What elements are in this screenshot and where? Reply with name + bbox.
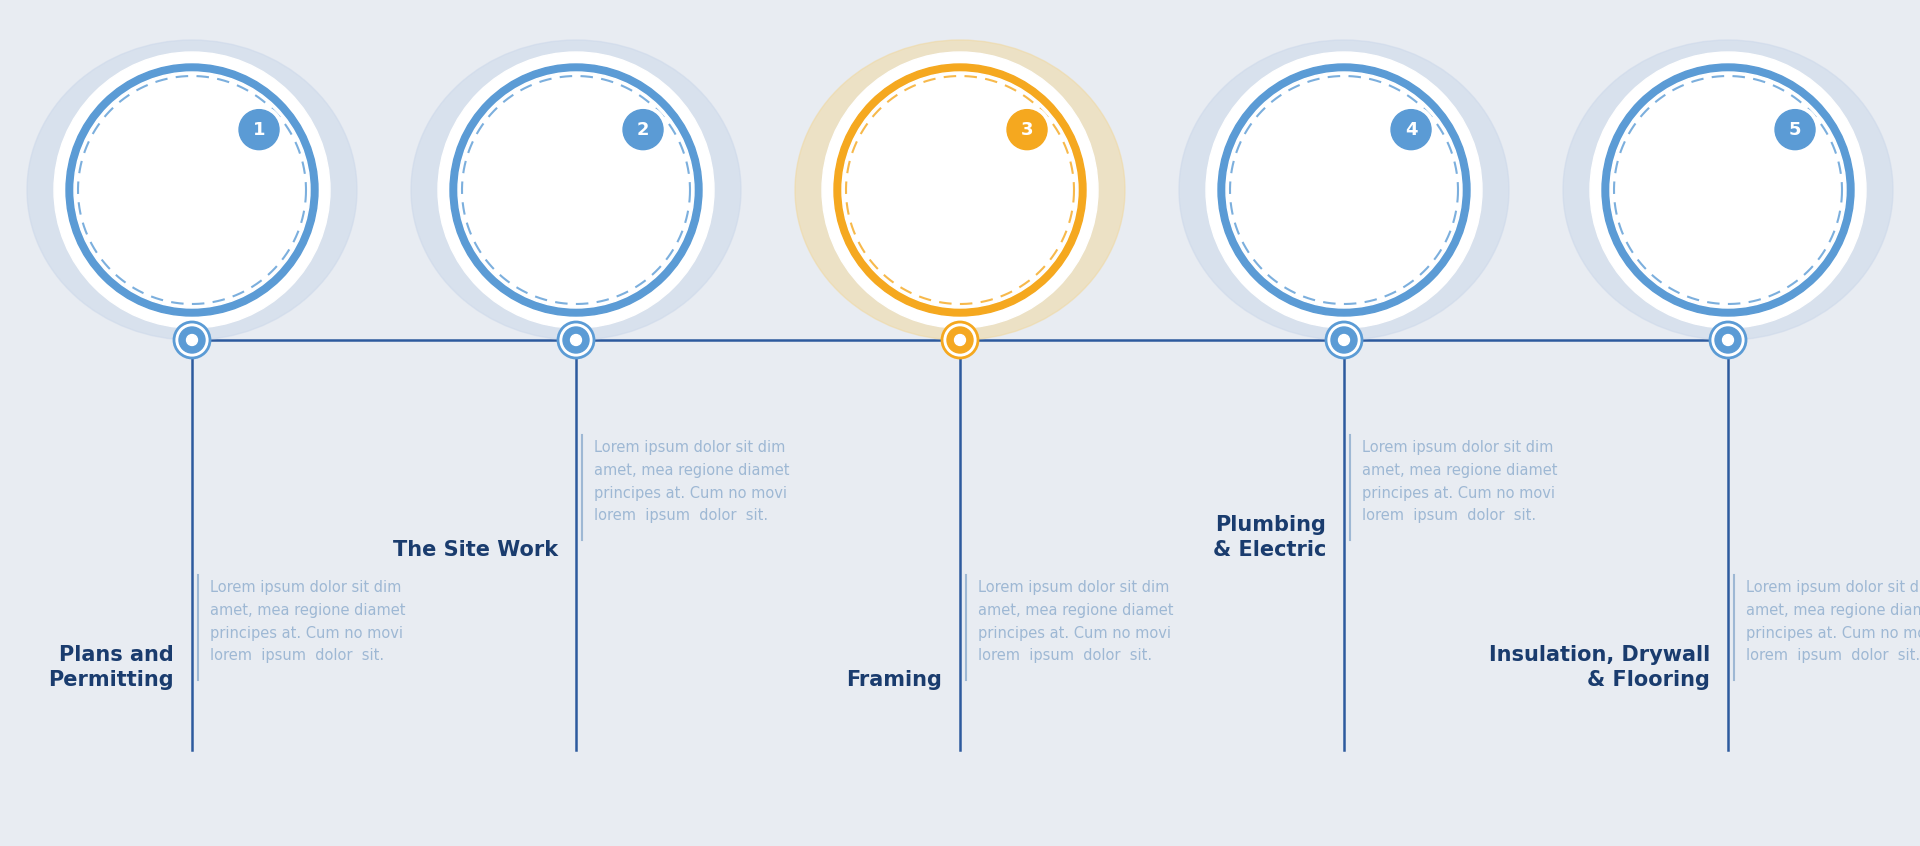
Circle shape — [1338, 334, 1350, 345]
Circle shape — [954, 334, 966, 345]
Circle shape — [54, 52, 330, 328]
Circle shape — [947, 327, 973, 353]
Circle shape — [238, 110, 278, 150]
Circle shape — [1390, 110, 1430, 150]
Circle shape — [570, 334, 582, 345]
Text: Plans and
Permitting: Plans and Permitting — [48, 645, 175, 690]
Text: Lorem ipsum dolor sit dim
amet, mea regione diamet
principes at. Cum no movi
lor: Lorem ipsum dolor sit dim amet, mea regi… — [1745, 580, 1920, 663]
Circle shape — [1386, 106, 1434, 154]
Circle shape — [1206, 52, 1482, 328]
Circle shape — [65, 64, 319, 316]
Text: 4: 4 — [1405, 121, 1417, 139]
Circle shape — [563, 327, 589, 353]
Text: Lorem ipsum dolor sit dim
amet, mea regione diamet
principes at. Cum no movi
lor: Lorem ipsum dolor sit dim amet, mea regi… — [593, 440, 789, 524]
Circle shape — [1611, 72, 1845, 308]
Text: 5: 5 — [1789, 121, 1801, 139]
Circle shape — [459, 72, 693, 308]
Circle shape — [1590, 52, 1866, 328]
Circle shape — [622, 110, 662, 150]
Circle shape — [1619, 80, 1837, 300]
Circle shape — [1711, 322, 1745, 358]
Circle shape — [83, 80, 301, 300]
Circle shape — [1217, 64, 1471, 316]
Text: Plumbing
& Electric: Plumbing & Electric — [1213, 515, 1327, 560]
Circle shape — [1002, 106, 1050, 154]
Circle shape — [1715, 327, 1741, 353]
Circle shape — [175, 322, 209, 358]
Circle shape — [186, 334, 198, 345]
Circle shape — [833, 64, 1087, 316]
Circle shape — [1327, 322, 1361, 358]
Text: 3: 3 — [1021, 121, 1033, 139]
Ellipse shape — [795, 40, 1125, 340]
Text: Lorem ipsum dolor sit dim
amet, mea regione diamet
principes at. Cum no movi
lor: Lorem ipsum dolor sit dim amet, mea regi… — [977, 580, 1173, 663]
Circle shape — [1331, 327, 1357, 353]
Circle shape — [1227, 72, 1461, 308]
Circle shape — [1770, 106, 1818, 154]
Circle shape — [943, 322, 977, 358]
Text: The Site Work: The Site Work — [394, 540, 559, 560]
Text: Lorem ipsum dolor sit dim
amet, mea regione diamet
principes at. Cum no movi
lor: Lorem ipsum dolor sit dim amet, mea regi… — [1361, 440, 1557, 524]
Ellipse shape — [27, 40, 357, 340]
Circle shape — [822, 52, 1098, 328]
Circle shape — [851, 80, 1069, 300]
Circle shape — [1722, 334, 1734, 345]
Circle shape — [1006, 110, 1046, 150]
Circle shape — [618, 106, 666, 154]
Circle shape — [179, 327, 205, 353]
Text: Framing: Framing — [847, 670, 943, 690]
Circle shape — [75, 72, 309, 308]
Circle shape — [1601, 64, 1855, 316]
Circle shape — [449, 64, 703, 316]
Ellipse shape — [1563, 40, 1893, 340]
Circle shape — [1235, 80, 1453, 300]
Circle shape — [438, 52, 714, 328]
Text: Insulation, Drywall
& Flooring: Insulation, Drywall & Flooring — [1488, 645, 1711, 690]
Ellipse shape — [411, 40, 741, 340]
Circle shape — [1774, 110, 1814, 150]
Text: 1: 1 — [253, 121, 265, 139]
Circle shape — [559, 322, 593, 358]
Circle shape — [843, 72, 1077, 308]
Circle shape — [467, 80, 685, 300]
Text: 2: 2 — [637, 121, 649, 139]
Ellipse shape — [1179, 40, 1509, 340]
Circle shape — [234, 106, 282, 154]
Text: Lorem ipsum dolor sit dim
amet, mea regione diamet
principes at. Cum no movi
lor: Lorem ipsum dolor sit dim amet, mea regi… — [209, 580, 405, 663]
